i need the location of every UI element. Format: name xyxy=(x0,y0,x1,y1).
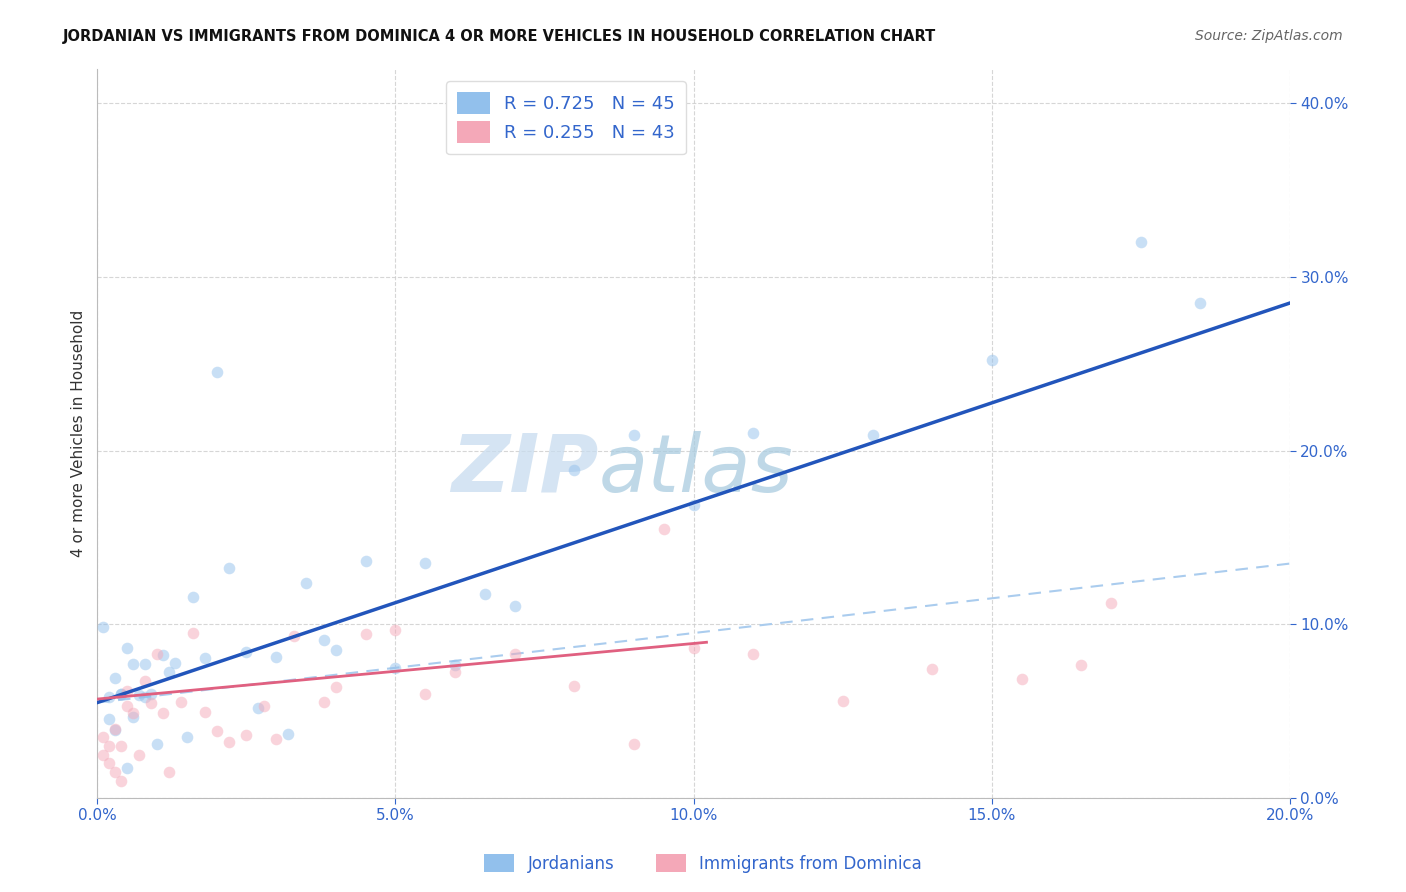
Point xyxy=(157,665,180,679)
Point xyxy=(235,728,257,742)
Point xyxy=(176,730,198,744)
Point xyxy=(205,723,228,738)
Legend: R = 0.725   N = 45, R = 0.255   N = 43: R = 0.725 N = 45, R = 0.255 N = 43 xyxy=(446,81,686,154)
Point xyxy=(115,684,138,698)
Point xyxy=(1011,673,1033,687)
Point xyxy=(128,688,150,702)
Point xyxy=(115,699,138,714)
Point xyxy=(682,640,704,655)
Point xyxy=(128,748,150,763)
Point xyxy=(139,697,162,711)
Point xyxy=(163,656,186,670)
Point xyxy=(564,462,586,476)
Point xyxy=(98,712,121,726)
Point xyxy=(742,425,765,440)
Point xyxy=(354,553,377,567)
Point xyxy=(194,650,217,665)
Point xyxy=(134,690,156,704)
Point xyxy=(152,706,174,721)
Point xyxy=(170,695,193,709)
Point xyxy=(264,731,287,746)
Y-axis label: 4 or more Vehicles in Household: 4 or more Vehicles in Household xyxy=(72,310,86,557)
Point xyxy=(862,428,884,442)
Point xyxy=(110,687,132,701)
Point xyxy=(384,624,406,638)
Point xyxy=(444,665,467,680)
Point xyxy=(652,522,675,536)
Point xyxy=(115,640,138,655)
Point xyxy=(110,687,132,701)
Point xyxy=(146,647,169,661)
Point xyxy=(312,633,335,648)
Point xyxy=(682,498,704,512)
Point xyxy=(623,428,645,442)
Point xyxy=(91,620,114,634)
Point xyxy=(104,723,127,738)
Point xyxy=(110,773,132,788)
Point xyxy=(91,731,114,745)
Point xyxy=(564,679,586,693)
Point xyxy=(277,727,299,741)
Point xyxy=(921,662,943,676)
Point xyxy=(110,739,132,753)
Point xyxy=(91,747,114,762)
Point xyxy=(413,687,436,701)
Point xyxy=(139,687,162,701)
Point xyxy=(122,706,145,720)
Point xyxy=(98,690,121,704)
Point xyxy=(980,353,1002,368)
Point xyxy=(115,761,138,775)
Point xyxy=(253,698,276,713)
Point xyxy=(283,629,305,643)
Point xyxy=(742,647,765,661)
Point xyxy=(295,575,318,590)
Point xyxy=(1189,296,1212,310)
Point xyxy=(354,627,377,641)
Text: atlas: atlas xyxy=(598,431,793,508)
Point xyxy=(157,764,180,779)
Point xyxy=(474,586,496,600)
Legend: Jordanians, Immigrants from Dominica: Jordanians, Immigrants from Dominica xyxy=(478,847,928,880)
Point xyxy=(134,657,156,671)
Point xyxy=(152,648,174,662)
Point xyxy=(146,738,169,752)
Point xyxy=(134,673,156,688)
Point xyxy=(98,739,121,753)
Point xyxy=(235,644,257,658)
Point xyxy=(104,722,127,736)
Point xyxy=(312,695,335,709)
Point xyxy=(264,649,287,664)
Point xyxy=(831,694,853,708)
Point xyxy=(122,710,145,724)
Point xyxy=(98,756,121,771)
Point xyxy=(413,556,436,570)
Point xyxy=(218,734,240,748)
Point xyxy=(1099,596,1122,610)
Point xyxy=(205,366,228,380)
Point xyxy=(384,661,406,675)
Point xyxy=(104,672,127,686)
Point xyxy=(623,737,645,751)
Point xyxy=(1070,658,1092,673)
Text: Source: ZipAtlas.com: Source: ZipAtlas.com xyxy=(1195,29,1343,44)
Point xyxy=(325,643,347,657)
Point xyxy=(325,680,347,694)
Point xyxy=(218,561,240,575)
Point xyxy=(1129,235,1152,250)
Point xyxy=(181,625,204,640)
Point xyxy=(104,764,127,779)
Point xyxy=(444,658,467,673)
Text: JORDANIAN VS IMMIGRANTS FROM DOMINICA 4 OR MORE VEHICLES IN HOUSEHOLD CORRELATIO: JORDANIAN VS IMMIGRANTS FROM DOMINICA 4 … xyxy=(63,29,936,45)
Point xyxy=(503,599,526,614)
Text: ZIP: ZIP xyxy=(451,431,598,508)
Point xyxy=(181,590,204,604)
Point xyxy=(247,701,270,715)
Point xyxy=(194,705,217,719)
Point xyxy=(122,657,145,671)
Point xyxy=(503,647,526,661)
